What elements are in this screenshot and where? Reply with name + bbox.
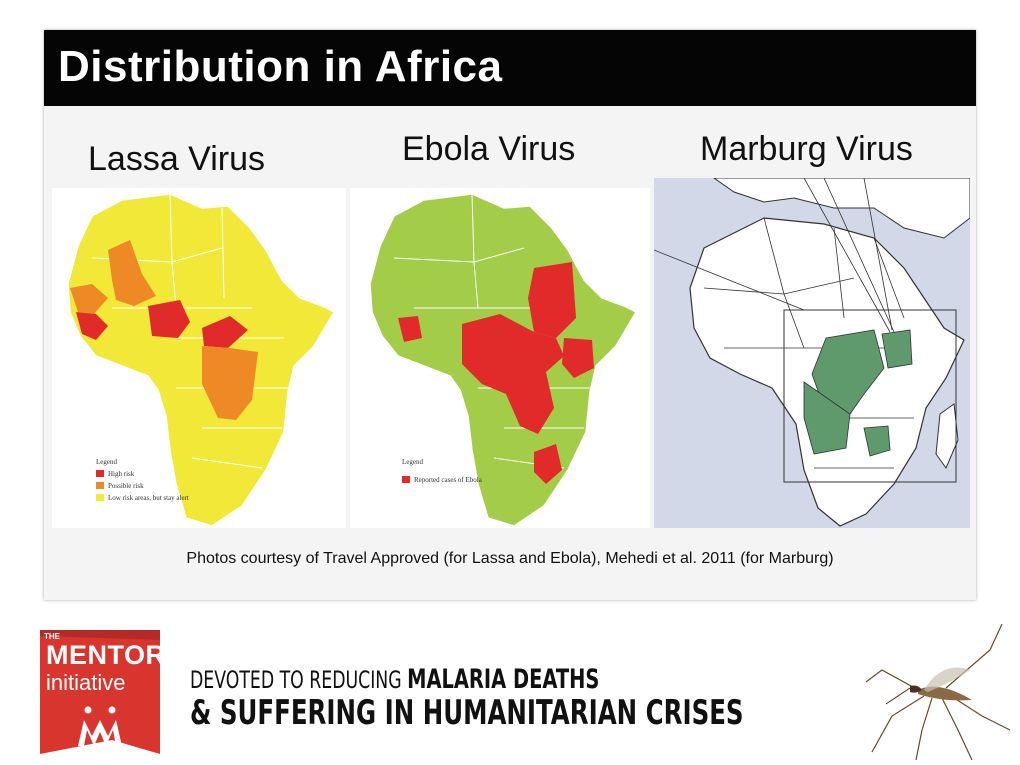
marburg-drc-region [811,329,885,415]
lassa-legend-low: Low risk areas, but stay alert [108,494,189,502]
lassa-legend-title: Legend [96,458,117,466]
slide-panel: Distribution in Africa Lassa Virus Ebola… [44,30,976,600]
title-bar: Distribution in Africa [44,30,976,106]
footer: THE MENTOR initiative DEVOTED TO REDUCIN… [0,600,1020,765]
tagline-line2: & SUFFERING IN HUMANITARIAN CRISES [190,693,744,733]
marburg-zimbabwe-region [863,425,891,457]
tagline-prefix: DEVOTED TO REDUCING [190,666,408,694]
ebola-south-region [534,444,562,484]
lassa-legend-swatch-high [96,470,104,477]
logo-initiative-text: initiative [46,670,126,695]
mentor-initiative-logo: THE MENTOR initiative [38,628,165,756]
lassa-legend-swatch-low [96,494,104,501]
lassa-guinea-region [70,284,108,314]
ebola-legend-title: Legend [402,458,423,466]
marburg-uganda-kenya-region [881,329,913,369]
ebola-legend-swatch [402,476,410,483]
ebola-sudan-region [528,262,576,338]
slide-title: Distribution in Africa [58,42,503,91]
logo-the-text: THE [44,632,60,641]
lassa-nigeria-region [148,300,190,338]
marburg-label: Marburg Virus [700,130,913,168]
ebola-map: Legend Reported cases of Ebola [350,188,650,528]
lassa-map: Legend High risk Possible risk Low risk … [52,188,346,528]
logo-mentor-text: MENTOR [46,640,166,670]
marburg-inset-frame [783,309,957,483]
lassa-car-region [202,316,248,348]
marburg-europe-outline [713,178,970,239]
ebola-central-region [462,314,564,434]
lassa-legend-swatch-possible [96,482,104,489]
ebola-east-region [562,338,594,378]
ebola-label: Ebola Virus [402,130,576,168]
lassa-label: Lassa Virus [88,140,266,178]
marburg-madagascar-outline [935,403,959,470]
marburg-angola-region [803,381,851,455]
ebola-ivory-coast-region [398,316,422,342]
lassa-legend-high: High risk [108,470,135,478]
photo-caption: Photos courtesy of Travel Approved (for … [186,550,834,567]
lassa-drc-region [202,346,258,420]
mosquito-icon [862,620,1012,761]
tagline: DEVOTED TO REDUCING MALARIA DEATHS & SUF… [190,664,959,733]
marburg-map [654,178,970,528]
tagline-bold: MALARIA DEATHS [407,664,600,695]
lassa-mali-region [108,240,156,306]
lassa-sierra-leone-region [76,312,108,340]
lassa-legend-possible: Possible risk [108,482,144,490]
ebola-legend-reported: Reported cases of Ebola [414,476,483,484]
